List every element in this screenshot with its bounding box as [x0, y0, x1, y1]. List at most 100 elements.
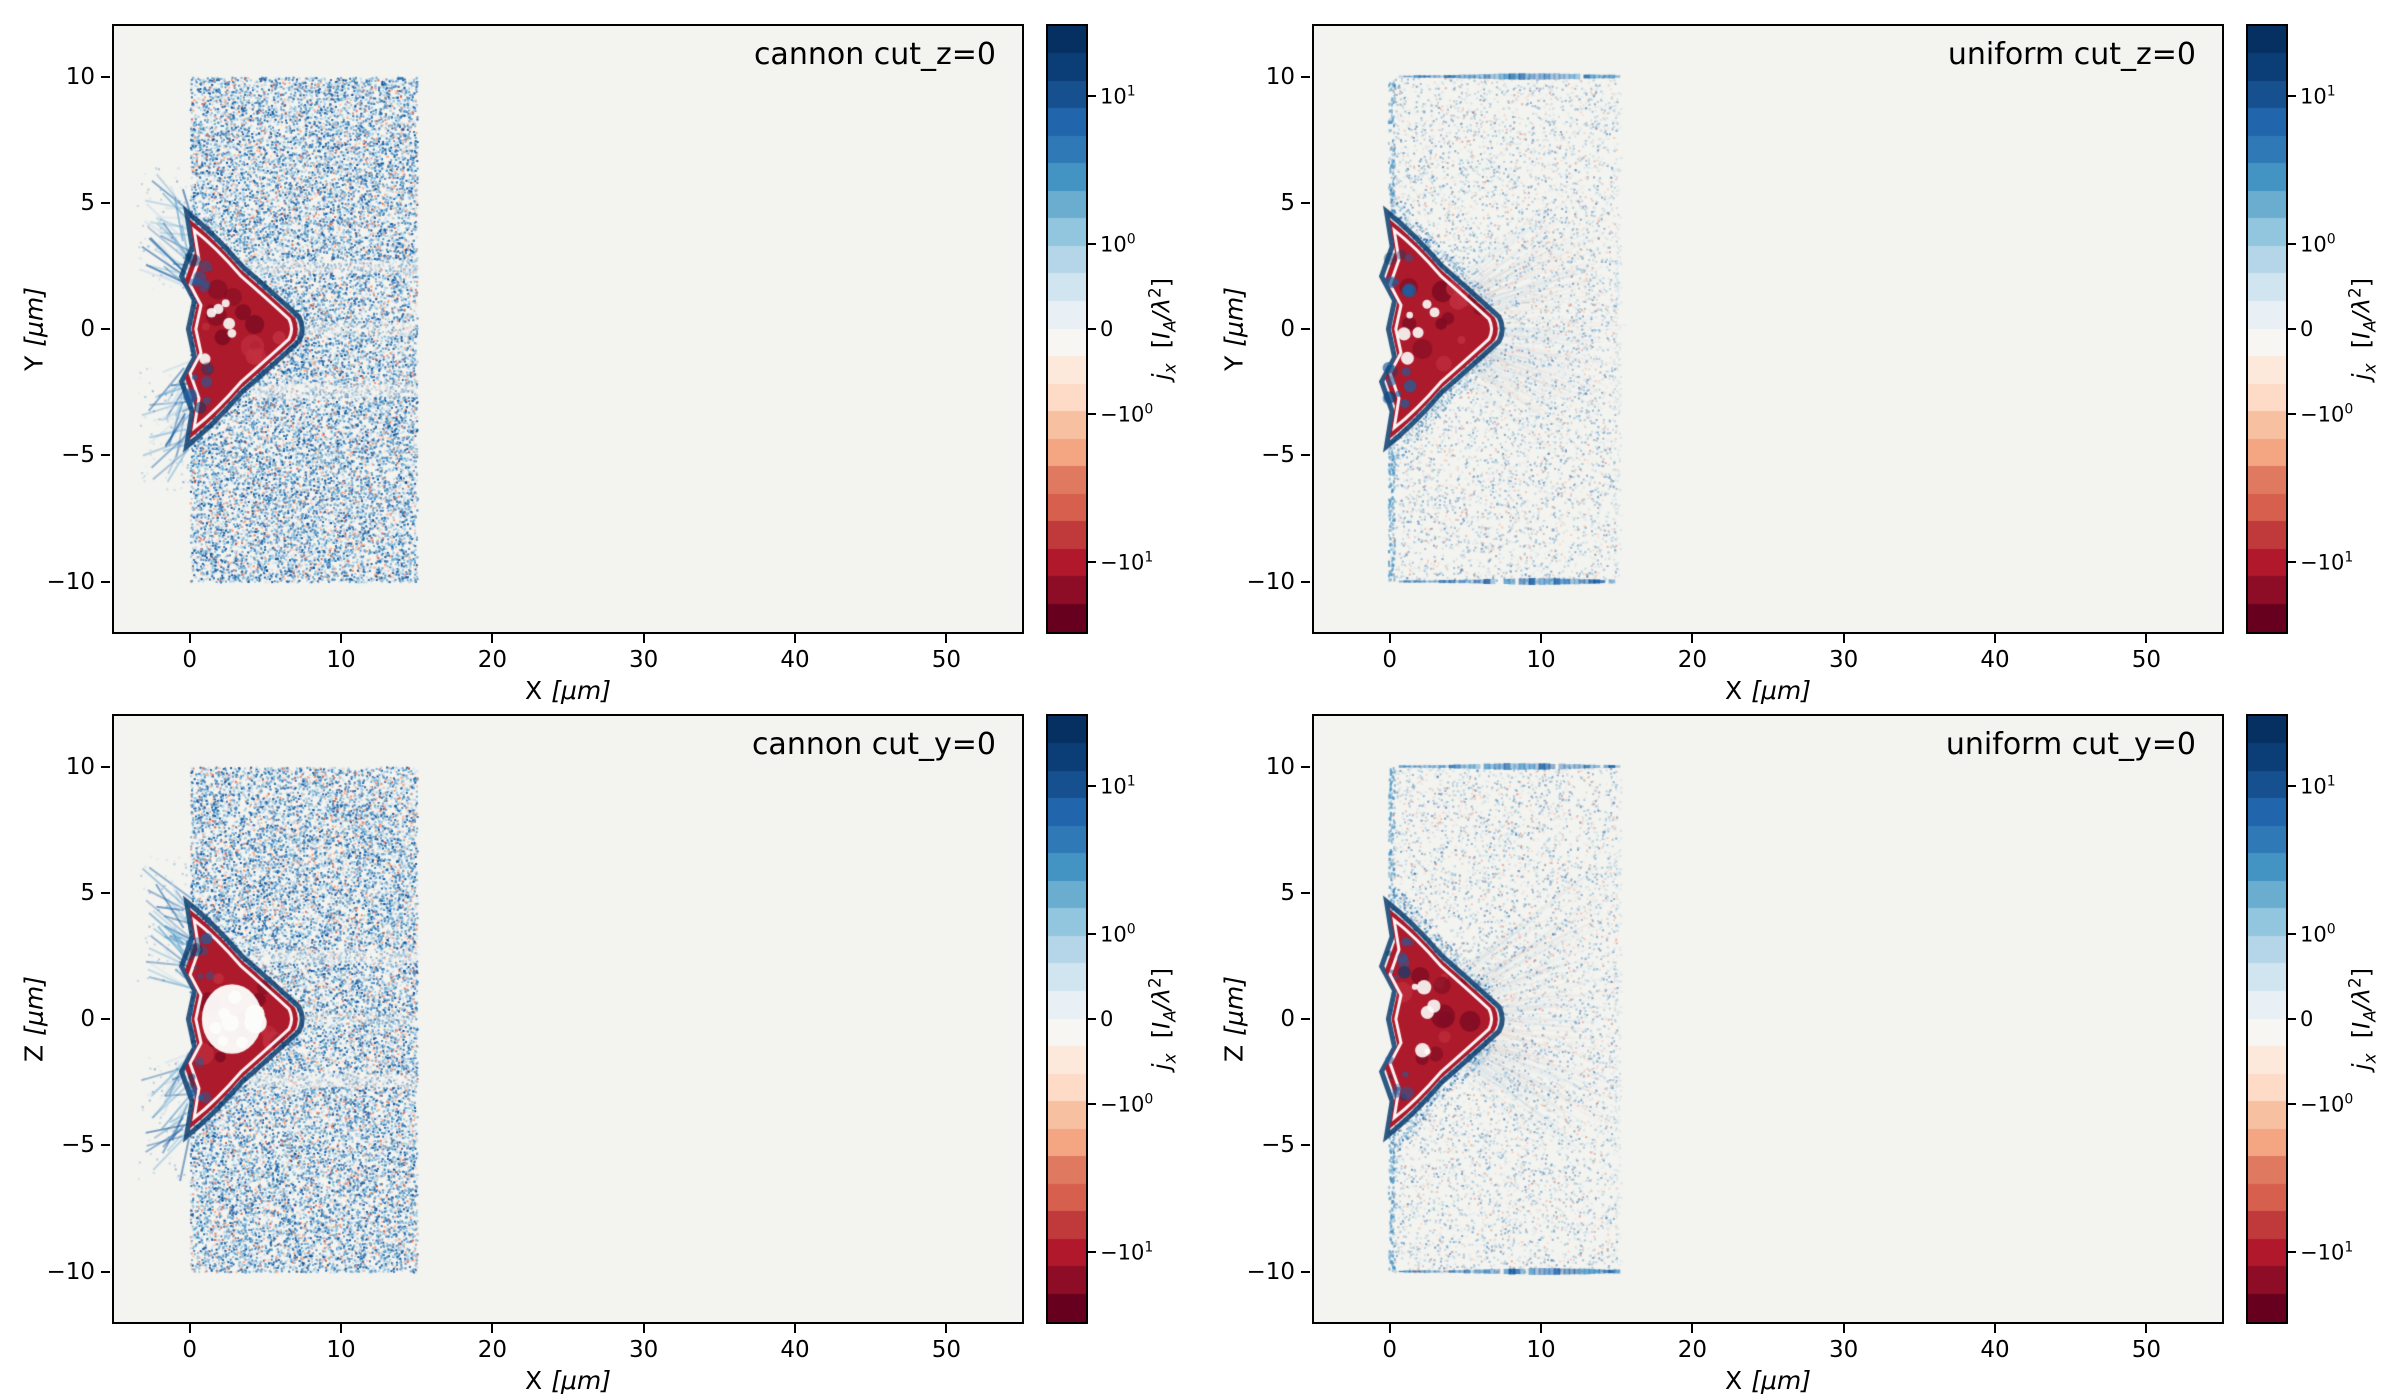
colorbar-gradient [2248, 26, 2286, 632]
x-axis-unit: [μm] [551, 1366, 611, 1395]
y-tick-mark [101, 1270, 110, 1273]
x-tick-label: 40 [780, 1337, 810, 1363]
colorbar-tick-label: 101 [2300, 83, 2336, 109]
colorbar-tick-label: −100 [2300, 1091, 2354, 1117]
colorbar-tick-mark [2288, 243, 2296, 246]
y-tick-mark [101, 1144, 110, 1147]
x-tick-mark [340, 634, 342, 643]
colorbar-tick-mark [1088, 328, 1096, 330]
y-tick-label: 0 [80, 316, 95, 342]
colorbar-tick-exponent: 0 [2344, 401, 2354, 418]
panel-uniform-cut-z0: uniform cut_z=0 0 10 20 30 40 50 10 5 0 −5 −10 X[… [1200, 0, 2400, 705]
cbar-label-exp: 2 [2344, 977, 2365, 988]
y-tick-label: 5 [80, 189, 95, 216]
cbar-label-A-sub: A [1159, 320, 1180, 332]
x-tick-mark [945, 634, 948, 643]
x-tick-mark [2145, 634, 2148, 643]
colorbar-axis-label: jx [IA/λ2] [2345, 278, 2380, 380]
x-tick-label: 20 [1677, 1337, 1707, 1363]
y-tick-label: 10 [1265, 753, 1295, 780]
cbar-label-j: j [1147, 1063, 1176, 1071]
y-axis-label: Y [μm] [1220, 287, 1249, 371]
y-tick-label: −10 [1246, 1258, 1295, 1285]
cbar-label-j: j [2347, 373, 2376, 381]
cbar-label-close: ] [1147, 277, 1176, 288]
panel-uniform-cut-y0: uniform cut_y=0 0 10 20 30 40 50 10 5 0 −5 −10 X[… [1200, 700, 2400, 1400]
x-tick-mark [491, 634, 494, 643]
colorbar-tick-exponent: 0 [2344, 1091, 2354, 1108]
panel-title: cannon cut_z=0 [753, 37, 996, 72]
x-axis-label: X [μm] [525, 676, 611, 705]
y-tick-label: −5 [61, 1132, 95, 1159]
colorbar-tick-label: 0 [2300, 1007, 2314, 1031]
y-tick-mark [101, 328, 110, 330]
x-tick-mark [794, 634, 796, 643]
heatmap-canvas [114, 716, 1022, 1322]
y-tick-label: −10 [46, 568, 95, 595]
colorbar-tick-exponent: 0 [1126, 921, 1136, 938]
x-tick-label: 30 [629, 647, 659, 673]
cbar-label-close: ] [2347, 277, 2376, 288]
x-tick-label: 0 [182, 647, 197, 673]
colorbar-tick-label: 100 [2300, 921, 2336, 947]
y-tick-mark [101, 1018, 110, 1020]
plot-area: uniform cut_z=0 0 10 20 30 40 50 10 5 0 −5 −10 X[… [1220, 24, 2224, 705]
colorbar-tick-mark [2288, 328, 2296, 330]
x-tick-label: 40 [1980, 647, 2010, 673]
x-axis-label-text: X [1725, 676, 1743, 705]
heatmap-canvas [114, 26, 1022, 632]
x-tick-mark [1994, 634, 1996, 643]
panel-title: cannon cut_y=0 [751, 727, 996, 762]
cbar-label-I: I [1147, 1021, 1176, 1029]
x-tick-label: 50 [931, 647, 961, 673]
colorbar-tick-mark [2288, 561, 2296, 564]
x-tick-label: 40 [1980, 1337, 2010, 1363]
heatmap-canvas [1314, 26, 2222, 632]
colorbar-tick-mark [2288, 94, 2296, 97]
colorbar-tick-exponent: 0 [2326, 231, 2336, 248]
x-tick-label: 40 [780, 647, 810, 673]
x-tick-mark [188, 634, 191, 643]
cbar-label-close: ] [1147, 967, 1176, 978]
cbar-label-open: [ [1147, 1028, 1176, 1054]
x-tick-mark [1540, 634, 1542, 643]
colorbar-tick-mark [2288, 412, 2296, 415]
y-tick-label: 10 [65, 63, 95, 90]
colorbar-tick-mark [1088, 784, 1096, 787]
x-tick-label: 20 [477, 647, 507, 673]
cbar-label-open: [ [1147, 338, 1176, 364]
colorbar-tick-label: 0 [1100, 317, 1114, 341]
x-tick-mark [1842, 1324, 1845, 1333]
colorbar-tick-label: −101 [1100, 549, 1154, 575]
colorbar-tick-exponent: 0 [1126, 231, 1136, 248]
x-tick-mark [794, 1324, 796, 1333]
colorbar: 101 100 0 −100 −101 jx [IA/λ2] [1046, 24, 1179, 634]
cbar-label-lambda: /λ [1147, 987, 1176, 1011]
y-axis-unit: [μm] [19, 976, 49, 1036]
y-tick-mark [101, 75, 110, 78]
y-axis-label-text: Y [19, 355, 49, 372]
panel-title: uniform cut_y=0 [1945, 727, 2196, 762]
x-tick-label: 50 [931, 1337, 961, 1363]
colorbar-tick-exponent: 0 [1144, 1091, 1154, 1108]
cbar-label-lambda: /λ [2347, 297, 2376, 321]
colorbar-tick-mark [1088, 94, 1096, 97]
colorbar-tick-mark [1088, 933, 1096, 936]
colorbar-tick-mark [2288, 1251, 2296, 1254]
colorbar-tick-label: −101 [2300, 1239, 2354, 1265]
x-tick-mark [188, 1324, 191, 1333]
colorbar: 101 100 0 −100 −101 jx [IA/λ2] [2246, 714, 2379, 1324]
colorbar-tick-label: −100 [1100, 401, 1154, 427]
cbar-label-lambda: /λ [2347, 987, 2376, 1011]
colorbar-tick-label: −101 [2300, 549, 2354, 575]
y-tick-mark [1301, 765, 1310, 768]
y-tick-mark [101, 765, 110, 768]
plot-area: uniform cut_y=0 0 10 20 30 40 50 10 5 0 −5 −10 X[… [1220, 714, 2224, 1395]
colorbar-tick-label: 0 [1100, 1007, 1114, 1031]
colorbar-tick-label: 0 [2300, 317, 2314, 341]
y-tick-mark [1301, 1144, 1310, 1147]
colorbar-tick-exponent: 0 [2326, 921, 2336, 938]
x-tick-mark [340, 1324, 342, 1333]
x-tick-label: 0 [182, 1337, 197, 1363]
